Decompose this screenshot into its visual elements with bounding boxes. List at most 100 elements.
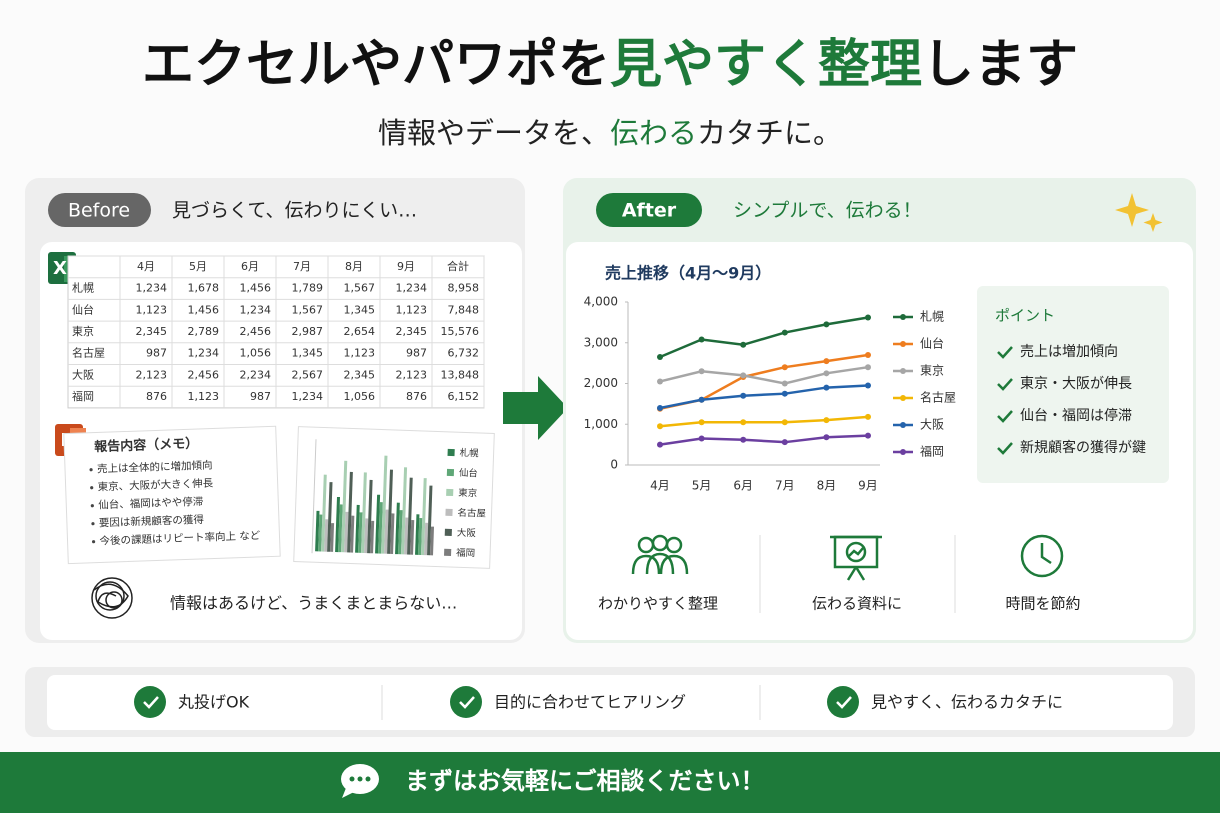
x-tick-label: 4月 xyxy=(650,479,670,493)
point xyxy=(865,351,871,358)
check-icon xyxy=(143,696,159,709)
table-cell: 6,152 xyxy=(448,390,480,403)
bullet xyxy=(91,540,96,544)
mini-bar xyxy=(318,514,323,552)
series-line xyxy=(659,316,869,359)
mini-bar xyxy=(381,455,388,554)
benefit-label: 丸投げOK xyxy=(178,693,250,712)
mini-bar xyxy=(355,504,360,553)
point xyxy=(657,354,663,361)
table-header: 5月 xyxy=(189,260,207,273)
title-part: します xyxy=(922,35,1078,95)
table-cell: 1,234 xyxy=(240,303,272,316)
svg-text:X: X xyxy=(53,258,67,279)
table-header: 合計 xyxy=(447,259,469,273)
point xyxy=(781,419,788,426)
memo-item: 今後の課題はリピート率向上 など xyxy=(99,529,261,548)
mini-bar xyxy=(358,512,363,553)
legend-label: 仙台 xyxy=(459,467,478,480)
point xyxy=(781,329,788,336)
table-row-name: 大阪 xyxy=(72,367,94,381)
point xyxy=(698,336,705,343)
cta-text[interactable]: まずはお気軽にご相談ください！ xyxy=(405,767,765,795)
points-title: ポイント xyxy=(995,307,1055,325)
table-cell: 2,345 xyxy=(136,325,168,338)
mini-bar xyxy=(338,504,343,553)
feature-icons xyxy=(631,534,1064,581)
mini-bar xyxy=(401,467,408,555)
point xyxy=(823,358,830,365)
sparkle xyxy=(1115,193,1163,232)
subtitle-part: 情報やデータを、 xyxy=(378,116,610,150)
memo: 報告内容（メモ） 売上は全体的に増加傾向東京、大阪が大きく伸長仙台、福岡はやや停… xyxy=(63,425,281,565)
mini-bar xyxy=(418,518,423,555)
subtitle: 情報やデータを、伝わるカタチに。 xyxy=(378,116,842,150)
point xyxy=(865,432,871,439)
bullet xyxy=(90,486,94,490)
point xyxy=(865,314,871,321)
table-cell: 13,848 xyxy=(441,368,480,381)
table-row-name: 名古屋 xyxy=(72,346,105,360)
memo-paper xyxy=(63,425,281,565)
point xyxy=(781,364,788,371)
arrow xyxy=(503,376,568,440)
table-cell: 1,234 xyxy=(188,347,220,360)
mini-bar xyxy=(430,526,435,556)
table-header: 9月 xyxy=(397,260,415,273)
memo-title: 報告内容（メモ） xyxy=(94,435,199,455)
point xyxy=(865,364,871,371)
table-cell: 876 xyxy=(406,390,427,403)
check-icon xyxy=(997,442,1013,455)
table-cell: 1,345 xyxy=(344,303,376,316)
mini-bar xyxy=(335,496,341,553)
check-icon xyxy=(459,696,475,709)
memo-item: 売上は全体的に増加傾向 xyxy=(97,459,213,476)
legend-dot xyxy=(900,341,906,347)
table-cell: 987 xyxy=(146,347,167,360)
point xyxy=(657,404,663,411)
table-cell: 1,234 xyxy=(136,282,168,295)
legend-dot xyxy=(900,449,906,455)
table-row-name: 東京 xyxy=(72,324,94,338)
table-cell: 987 xyxy=(250,390,271,403)
legend-label: 大阪 xyxy=(920,418,944,432)
x-tick-label: 5月 xyxy=(692,479,712,493)
table-header: 4月 xyxy=(137,260,155,273)
table-cell: 1,123 xyxy=(396,303,428,316)
x-tick-label: 6月 xyxy=(733,479,753,493)
benefits-inner xyxy=(47,675,1173,730)
legend-dot xyxy=(900,422,906,428)
cta-bar[interactable] xyxy=(0,752,1220,813)
check-circle xyxy=(450,686,482,718)
table-cell: 876 xyxy=(146,390,167,403)
point-item: 新規顧客の獲得が鍵 xyxy=(1020,439,1146,456)
memo-item: 東京、大阪が大きく伸長 xyxy=(97,476,213,493)
mini-bar xyxy=(410,519,415,555)
table-cell: 1,056 xyxy=(240,347,272,360)
chart-title: 売上推移（4月〜9月） xyxy=(605,264,771,283)
x-tick-label: 7月 xyxy=(775,479,795,493)
mini-axis xyxy=(311,439,317,554)
mini-bar xyxy=(327,482,333,552)
mini-bar xyxy=(424,522,429,556)
mini-bar xyxy=(375,494,381,554)
benefit-label: 目的に合わせてヒアリング xyxy=(494,693,686,712)
table-cell: 2,456 xyxy=(188,368,220,381)
mini-bar xyxy=(361,472,367,553)
line-chart: 0 1,000 2,000 3,000 4,000 4月 5月 6月 7月 8月 9月 札幌仙台東京名… xyxy=(584,295,956,493)
y-tick-label: 0 xyxy=(610,458,618,472)
scribble-icon xyxy=(91,577,133,619)
point xyxy=(865,382,871,389)
mini-bar xyxy=(421,478,427,556)
mini-bar xyxy=(364,518,369,554)
legend-dot xyxy=(900,368,906,374)
table-header: 8月 xyxy=(345,260,363,273)
mini-bar xyxy=(367,479,373,554)
point xyxy=(781,380,788,387)
point xyxy=(698,396,705,403)
legend-dot xyxy=(900,314,906,320)
check-circle xyxy=(827,686,859,718)
legend-label: 札幌 xyxy=(920,309,944,324)
